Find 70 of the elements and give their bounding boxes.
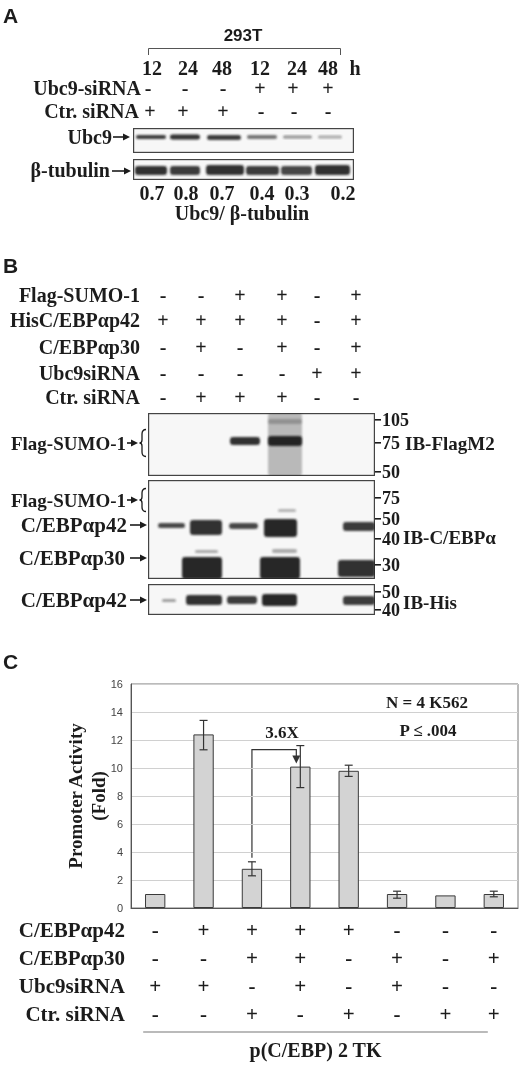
x-tick-label: - + - + (487, 918, 500, 1026)
text: A (3, 3, 19, 27)
text: Flag-SUMO-1 (10, 432, 126, 454)
text: + + + + - + (157, 309, 362, 331)
text: 75 (382, 488, 400, 508)
text: 75 (382, 433, 400, 453)
text: + + + - - - (144, 100, 332, 122)
y-tick-label: 6 (116, 818, 123, 830)
text: Flag-SUMO-1 (18, 284, 140, 306)
x-tick-label: + + - + (245, 918, 258, 1026)
y-tick-label: 16 (110, 678, 123, 690)
text: 50 (382, 509, 400, 529)
annotation: 3.6X (265, 723, 300, 743)
annotation: P ≤ .004 (399, 720, 458, 740)
text: - - + + - + (159, 284, 362, 306)
bar (435, 895, 456, 908)
bar (386, 894, 408, 908)
text: Ubc9-siRNA (33, 77, 141, 99)
text: HisC/EBPαp42 (9, 309, 140, 331)
text: 12 24 48 12 24 48 h (142, 57, 361, 79)
text: 40 (382, 600, 400, 620)
text: 50 (382, 582, 400, 602)
text: C/EBPαp30 (38, 336, 140, 358)
text: Ubc9siRNA (38, 362, 140, 384)
y-tick-label: 12 (110, 734, 123, 746)
text: C/EBPαp30 (18, 946, 125, 970)
text: - - - - + + (159, 362, 362, 384)
text: - + + + - - (159, 386, 360, 408)
y-tick-label: 14 (110, 706, 123, 718)
x-tick-label: - - + - (149, 918, 162, 1026)
text: Ubc9siRNA (18, 974, 126, 998)
y-tick-label: 4 (116, 846, 123, 858)
y-tick-label: 0 (116, 902, 123, 914)
x-tick-label: + + + - (294, 918, 307, 1026)
text: C/EBPαp42 (20, 587, 127, 612)
text: Ctr. siRNA (44, 100, 139, 122)
x-tick-label: - + + - (391, 918, 404, 1026)
chart-title: C (3, 649, 19, 673)
text: B (3, 253, 19, 277)
annotation: N = 4 K562 (386, 692, 468, 712)
text: C/EBPαp42 (20, 512, 127, 537)
text: Ubc9/ β-tubulin (174, 202, 310, 224)
text: IB-C/EBPα (403, 526, 496, 548)
x-tick-label: + - + - (197, 918, 210, 1026)
text: IB-FlagM2 (405, 432, 495, 454)
text: 0.7 0.8 0.7 0.4 0.3 0.2 (139, 182, 356, 204)
text: C/EBPαp30 (18, 545, 125, 570)
y-axis-title: Promoter Activity (Fold) (65, 722, 110, 869)
text: β-tubulin (30, 159, 110, 181)
text: C/EBPαp42 (18, 918, 125, 942)
text: - + - + - + (159, 336, 362, 358)
bar (145, 894, 166, 908)
y-tick-label: 2 (116, 874, 123, 886)
text: IB-His (403, 591, 457, 613)
text: 50 (382, 462, 400, 482)
text: Ctr. siRNA (25, 1002, 126, 1026)
y-tick-label: 8 (116, 790, 123, 802)
text: 293T (223, 25, 263, 45)
bar (483, 894, 504, 908)
text: - - - + + + (144, 77, 334, 99)
text: Ctr. siRNA (45, 386, 140, 408)
x-tick-label: - - - + (439, 918, 452, 1026)
text: Flag-SUMO-1 (10, 489, 126, 511)
text: 105 (382, 410, 409, 430)
x-axis-title: p(C/EBP) 2 TK (249, 1039, 382, 1062)
text: 40 (382, 529, 400, 549)
text: Ubc9 (67, 126, 112, 148)
x-tick-label: + - - + (342, 918, 355, 1026)
text: 30 (382, 555, 400, 575)
y-tick-label: 10 (110, 762, 123, 774)
